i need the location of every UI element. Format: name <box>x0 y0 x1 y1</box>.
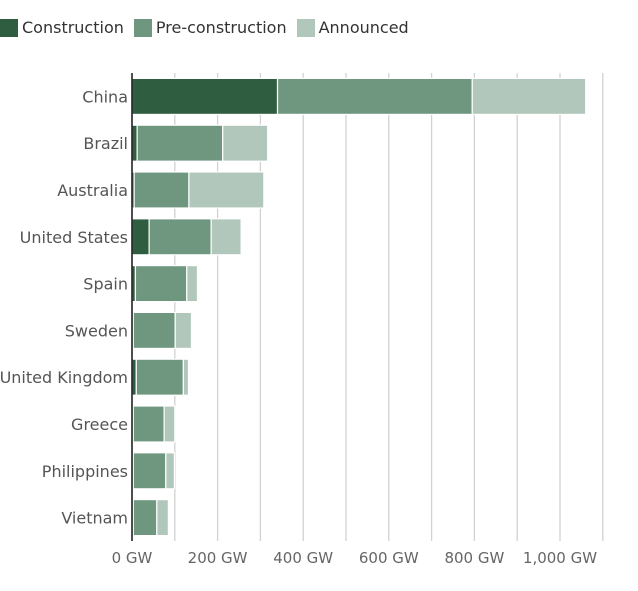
bar-philippines-pre-construction <box>132 452 167 490</box>
bar-china-announced <box>471 77 587 116</box>
bar-vietnam-announced <box>156 499 169 537</box>
legend-item-construction: Construction <box>0 18 124 37</box>
bar-greece-announced <box>163 405 176 443</box>
bar-spain-pre-construction <box>134 265 188 303</box>
category-label-philippines: Philippines <box>42 462 128 481</box>
category-label-vietnam: Vietnam <box>61 509 128 528</box>
legend-label-pre-construction: Pre-construction <box>155 18 287 37</box>
bar-brazil-announced <box>222 124 269 162</box>
category-label-brazil: Brazil <box>83 134 128 153</box>
bar-sweden-pre-construction <box>132 311 176 349</box>
bar-brazil-pre-construction <box>136 124 224 162</box>
bar-australia-announced <box>188 171 265 209</box>
legend-label-announced: Announced <box>318 18 409 37</box>
bar-sweden-announced <box>174 311 193 349</box>
category-label-united-kingdom: United Kingdom <box>0 368 128 387</box>
category-label-spain: Spain <box>83 275 128 294</box>
x-tick-label-800: 800 GW <box>444 549 504 567</box>
chart-legend: Construction Pre-construction Announced <box>0 18 409 37</box>
x-tick-label-400: 400 GW <box>273 549 333 567</box>
category-label-sweden: Sweden <box>65 321 128 340</box>
x-tick-label-200: 200 GW <box>188 549 248 567</box>
legend-item-pre-construction: Pre-construction <box>133 18 287 37</box>
x-tick-label-0: 0 GW <box>112 549 153 567</box>
bar-united-states-pre-construction <box>148 218 212 256</box>
legend-label-construction: Construction <box>22 18 124 37</box>
bar-united-kingdom-announced <box>182 358 190 396</box>
bar-united-states-announced <box>210 218 242 256</box>
legend-swatch-pre-construction <box>133 18 152 37</box>
x-tick-label-1000: 1,000 GW <box>523 549 597 567</box>
legend-swatch-construction <box>0 18 18 37</box>
legend-swatch-announced <box>296 18 315 37</box>
bar-united-states-construction <box>131 218 150 256</box>
bar-united-kingdom-pre-construction <box>135 358 184 396</box>
bar-china-construction <box>131 77 279 116</box>
bar-spain-announced <box>186 265 199 303</box>
category-label-greece: Greece <box>71 415 128 434</box>
bar-china-pre-construction <box>276 77 473 116</box>
x-tick-label-600: 600 GW <box>359 549 419 567</box>
legend-item-announced: Announced <box>296 18 409 37</box>
bar-australia-pre-construction <box>133 171 190 209</box>
bar-greece-pre-construction <box>132 405 165 443</box>
bar-philippines-announced <box>165 452 175 490</box>
category-label-united-states: United States <box>20 228 128 247</box>
category-label-china: China <box>82 87 128 106</box>
category-label-australia: Australia <box>57 181 128 200</box>
bar-vietnam-pre-construction <box>132 499 158 537</box>
